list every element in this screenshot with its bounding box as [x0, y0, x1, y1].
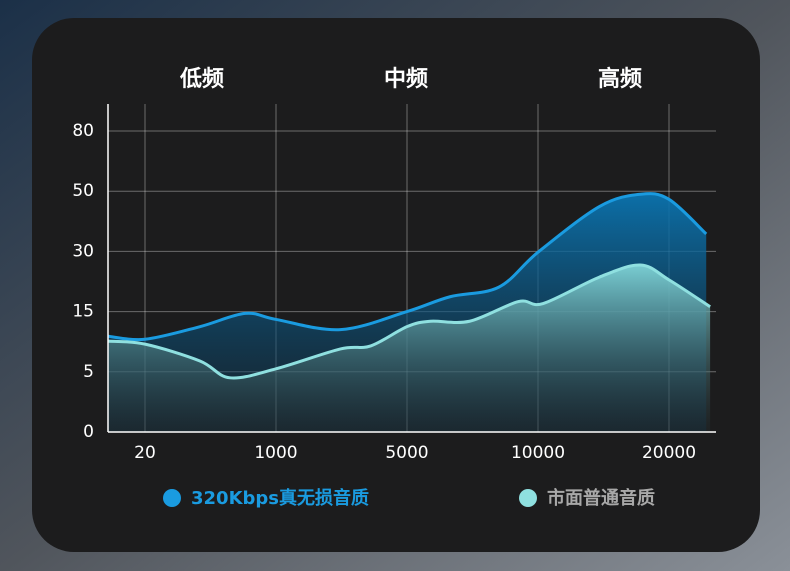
area [108, 265, 711, 432]
band-label: 高频 [598, 66, 642, 92]
x-tick-label: 10000 [511, 443, 565, 463]
y-tick-label: 0 [83, 422, 94, 442]
x-tick-label: 1000 [254, 443, 297, 463]
x-tick-label: 5000 [385, 443, 428, 463]
legend-marker [519, 489, 537, 507]
y-tick-label: 30 [72, 241, 94, 261]
legend-label: 320Kbps真无损音质 [191, 487, 369, 509]
y-tick-label: 80 [72, 121, 94, 141]
line [107, 263, 711, 380]
line [107, 192, 708, 342]
legend-marker [163, 489, 181, 507]
x-tick-label: 20000 [642, 443, 696, 463]
x-tick-label: 20 [134, 443, 156, 463]
legend-label: 市面普通音质 [547, 487, 655, 509]
y-tick-label: 5 [83, 362, 94, 382]
band-label: 低频 [179, 67, 224, 92]
y-tick-label: 50 [72, 181, 94, 201]
y-tick-label: 15 [72, 302, 94, 322]
band-label: 中频 [384, 67, 428, 92]
